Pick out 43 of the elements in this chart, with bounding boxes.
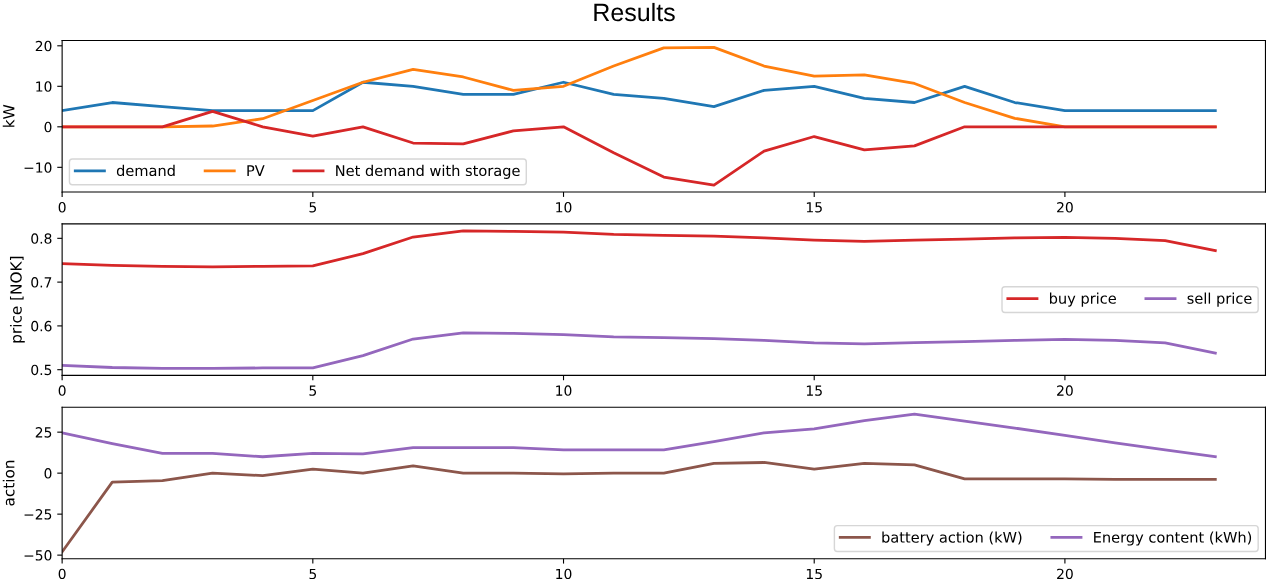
y-tick-label: 0.5 xyxy=(31,364,52,376)
legend-label: Net demand with storage xyxy=(336,164,520,179)
line-series xyxy=(62,331,1217,370)
x-tick-label: 20 xyxy=(1057,385,1073,396)
line-series xyxy=(62,110,1217,187)
y-tick-label: 0.6 xyxy=(31,320,52,332)
x-tick-label: 5 xyxy=(309,202,317,213)
y-tick-label: 0 xyxy=(44,121,52,133)
y-tick-label: 0.7 xyxy=(31,277,52,288)
x-tick-label: 0 xyxy=(58,202,66,213)
chart-title: Results xyxy=(594,2,675,22)
legend-label: PV xyxy=(247,165,265,176)
y-tick-label: 0.8 xyxy=(31,233,52,244)
x-tick-label: 20 xyxy=(1057,202,1073,213)
y-tick-label: 20 xyxy=(35,40,52,52)
y-tick-label: −50 xyxy=(24,550,52,561)
x-tick-label: 15 xyxy=(806,385,822,396)
line-series xyxy=(62,412,1217,459)
line-series xyxy=(62,229,1217,269)
y-axis-title: price [NOK] xyxy=(9,256,25,343)
x-tick-label: 15 xyxy=(806,202,822,213)
y-tick-label: −10 xyxy=(24,162,52,173)
y-axis-title: action xyxy=(2,460,15,506)
legend-label: battery action (kW) xyxy=(882,531,1022,546)
x-tick-label: 5 xyxy=(309,385,317,396)
x-tick-label: 0 xyxy=(58,568,66,579)
x-tick-label: 10 xyxy=(556,202,572,213)
x-tick-label: 10 xyxy=(556,568,572,579)
x-tick-label: 15 xyxy=(806,568,822,579)
legend-label: Energy content (kWh) xyxy=(1094,531,1252,546)
y-tick-label: 25 xyxy=(35,427,52,438)
x-tick-label: 10 xyxy=(556,385,572,396)
y-tick-label: 0 xyxy=(44,468,52,479)
y-tick-label: 10 xyxy=(36,81,52,92)
legend-label: sell price xyxy=(1187,292,1252,307)
x-tick-label: 20 xyxy=(1057,568,1073,579)
line-series xyxy=(62,80,1217,112)
legend-label: buy price xyxy=(1050,292,1116,307)
y-axis-title: kW xyxy=(2,104,15,127)
x-tick-label: 5 xyxy=(309,568,317,579)
legend-label: demand xyxy=(116,164,175,177)
y-tick-label: −25 xyxy=(24,509,52,520)
x-tick-label: 0 xyxy=(58,385,66,396)
